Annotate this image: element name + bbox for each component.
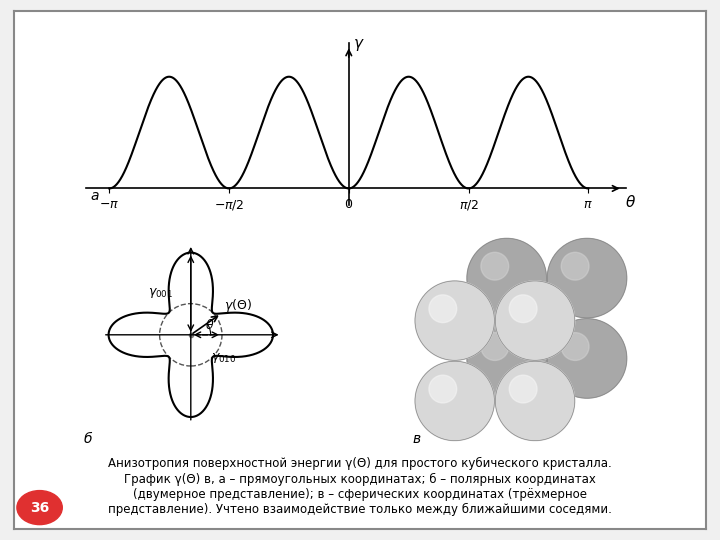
Circle shape (429, 375, 456, 403)
Text: $\gamma(\Theta)$: $\gamma(\Theta)$ (224, 297, 252, 314)
Text: $\gamma_{010}$: $\gamma_{010}$ (211, 352, 236, 366)
Circle shape (509, 375, 537, 403)
Text: Анизотропия поверхностной энергии γ(Θ) для простого кубического кристалла.
Графи: Анизотропия поверхностной энергии γ(Θ) д… (108, 457, 612, 516)
Text: а: а (90, 189, 99, 203)
Circle shape (481, 252, 509, 280)
Circle shape (467, 239, 546, 318)
Circle shape (429, 295, 456, 322)
Text: $\theta$: $\theta$ (625, 194, 636, 210)
Text: б: б (83, 431, 91, 446)
Circle shape (509, 295, 537, 322)
Circle shape (495, 281, 575, 360)
Text: $\gamma$: $\gamma$ (353, 37, 364, 53)
Circle shape (561, 333, 589, 360)
Circle shape (481, 333, 509, 360)
Text: $\gamma_{001}$: $\gamma_{001}$ (148, 286, 174, 300)
Circle shape (547, 239, 626, 318)
Text: $\theta$: $\theta$ (205, 318, 215, 332)
Circle shape (547, 319, 626, 398)
Circle shape (495, 361, 575, 441)
Circle shape (17, 490, 63, 525)
Circle shape (415, 361, 495, 441)
Text: в: в (412, 433, 420, 447)
Circle shape (415, 281, 495, 360)
Text: 36: 36 (30, 501, 49, 515)
Circle shape (467, 319, 546, 398)
Circle shape (561, 252, 589, 280)
